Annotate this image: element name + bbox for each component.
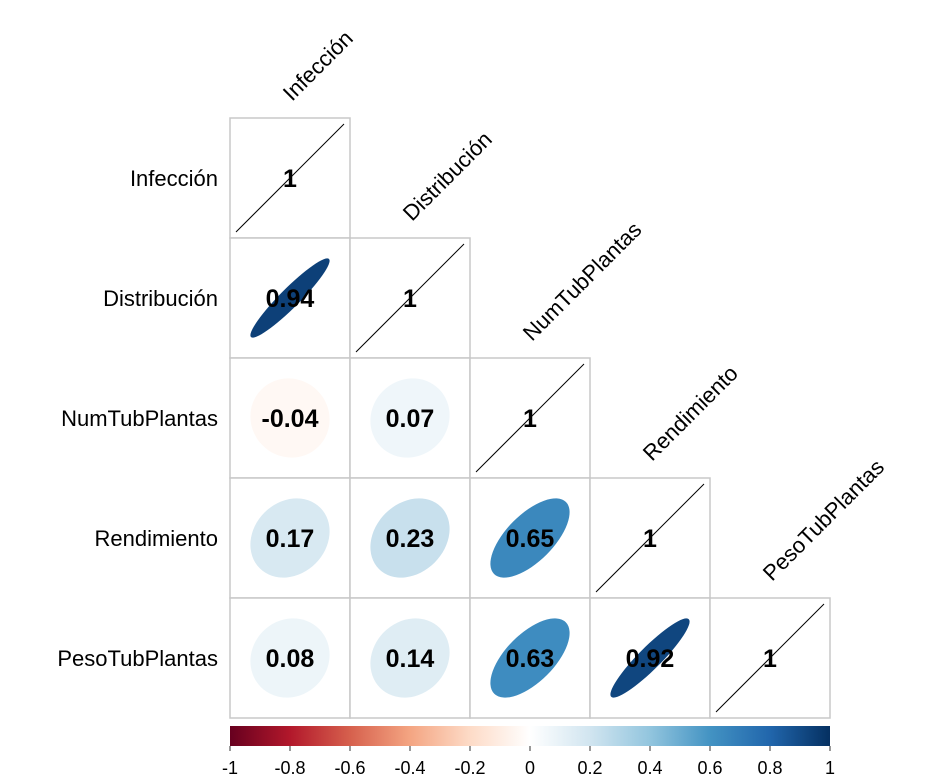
row-labels: Infección Distribución NumTubPlantas Rendim… bbox=[57, 166, 218, 671]
row-label: PesoTubPlantas bbox=[57, 646, 218, 671]
correlation-ellipse bbox=[610, 618, 690, 698]
corr-cell-2-2: 1 bbox=[469, 357, 591, 479]
diagonal-line-mark bbox=[475, 363, 585, 473]
corr-cell-3-3: 1 bbox=[589, 477, 711, 599]
colorbar-gradient bbox=[230, 726, 830, 746]
correlation-ellipse bbox=[370, 498, 450, 578]
correlation-value-label: 1 bbox=[523, 405, 537, 433]
correlation-value-label: 1 bbox=[643, 525, 657, 553]
correlation-ellipse bbox=[490, 498, 570, 578]
color-legend: -1 -0.8 -0.6 -0.4 -0.2 0 0.2 0.4 0.6 0.8 1 bbox=[222, 726, 835, 778]
row-label: NumTubPlantas bbox=[61, 406, 218, 431]
column-label: NumTubPlantas bbox=[518, 217, 647, 346]
colorbar-tick-label: -1 bbox=[222, 758, 238, 778]
corr-cell-4-1: 0.14 bbox=[349, 597, 471, 719]
correlation-ellipse bbox=[370, 378, 450, 458]
correlation-value-label: 0.07 bbox=[386, 405, 435, 433]
colorbar-tick-label: -0.2 bbox=[454, 758, 485, 778]
corr-cell-2-1: 0.07 bbox=[349, 357, 471, 479]
correlation-value-label: 0.08 bbox=[266, 645, 315, 673]
colorbar-tick-label: 0 bbox=[525, 758, 535, 778]
correlation-value-label: 0.17 bbox=[266, 525, 315, 553]
corr-cell-4-2: 0.63 bbox=[469, 597, 591, 719]
correlation-ellipse bbox=[250, 258, 330, 338]
corr-cell-0-0: 1 bbox=[229, 117, 351, 239]
correlation-value-label: 0.14 bbox=[386, 645, 435, 673]
correlation-ellipse bbox=[250, 618, 330, 698]
row-label: Infección bbox=[130, 166, 218, 191]
correlation-value-label: 0.65 bbox=[506, 525, 555, 553]
diagonal-line-mark bbox=[355, 243, 465, 353]
correlation-value-label: 0.92 bbox=[626, 645, 675, 673]
colorbar-tick-label: -0.4 bbox=[394, 758, 425, 778]
diagonal-line-mark bbox=[235, 123, 345, 233]
correlation-value-label: 1 bbox=[283, 165, 297, 193]
correlation-value-label: 1 bbox=[403, 285, 417, 313]
column-label: Rendimiento bbox=[638, 361, 743, 466]
colorbar-tick-label: -0.8 bbox=[274, 758, 305, 778]
corr-cell-3-2: 0.65 bbox=[469, 477, 591, 599]
correlation-value-label: -0.04 bbox=[262, 405, 319, 433]
corr-cell-2-0: -0.04 bbox=[229, 357, 351, 479]
colorbar-tick-label: 1 bbox=[825, 758, 835, 778]
correlation-value-label: 0.63 bbox=[506, 645, 555, 673]
corr-cell-1-0: 0.94 bbox=[229, 237, 351, 359]
corr-cell-4-0: 0.08 bbox=[229, 597, 351, 719]
colorbar-tick-label: 0.2 bbox=[577, 758, 602, 778]
diagonal-line-mark bbox=[595, 483, 705, 593]
column-label: PesoTubPlantas bbox=[758, 454, 889, 585]
corr-cell-4-4: 1 bbox=[709, 597, 831, 719]
matrix-cells: 1 0.94 1 -0.04 0.07 1 0.17 0.23 0.65 1 0.08 0.14 0.6… bbox=[229, 117, 831, 719]
correlation-value-label: 1 bbox=[763, 645, 777, 673]
correlation-value-label: 0.94 bbox=[266, 285, 315, 313]
colorbar-tick-label: -0.6 bbox=[334, 758, 365, 778]
correlation-value-label: 0.23 bbox=[386, 525, 435, 553]
correlation-ellipse bbox=[250, 498, 330, 578]
row-label: Rendimiento bbox=[94, 526, 218, 551]
correlation-ellipse bbox=[370, 618, 450, 698]
colorbar-tick-label: 0.6 bbox=[697, 758, 722, 778]
column-label: Distribución bbox=[398, 127, 497, 226]
diagonal-line-mark bbox=[715, 603, 825, 713]
colorbar-tick-label: 0.8 bbox=[757, 758, 782, 778]
corr-cell-3-1: 0.23 bbox=[349, 477, 471, 599]
colorbar-tick-label: 0.4 bbox=[637, 758, 662, 778]
column-label: Infección bbox=[278, 26, 358, 106]
correlation-ellipse bbox=[490, 618, 570, 698]
corr-cell-1-1: 1 bbox=[349, 237, 471, 359]
corr-cell-4-3: 0.92 bbox=[589, 597, 711, 719]
correlation-ellipse bbox=[250, 378, 330, 458]
row-label: Distribución bbox=[103, 286, 218, 311]
corr-cell-3-0: 0.17 bbox=[229, 477, 351, 599]
